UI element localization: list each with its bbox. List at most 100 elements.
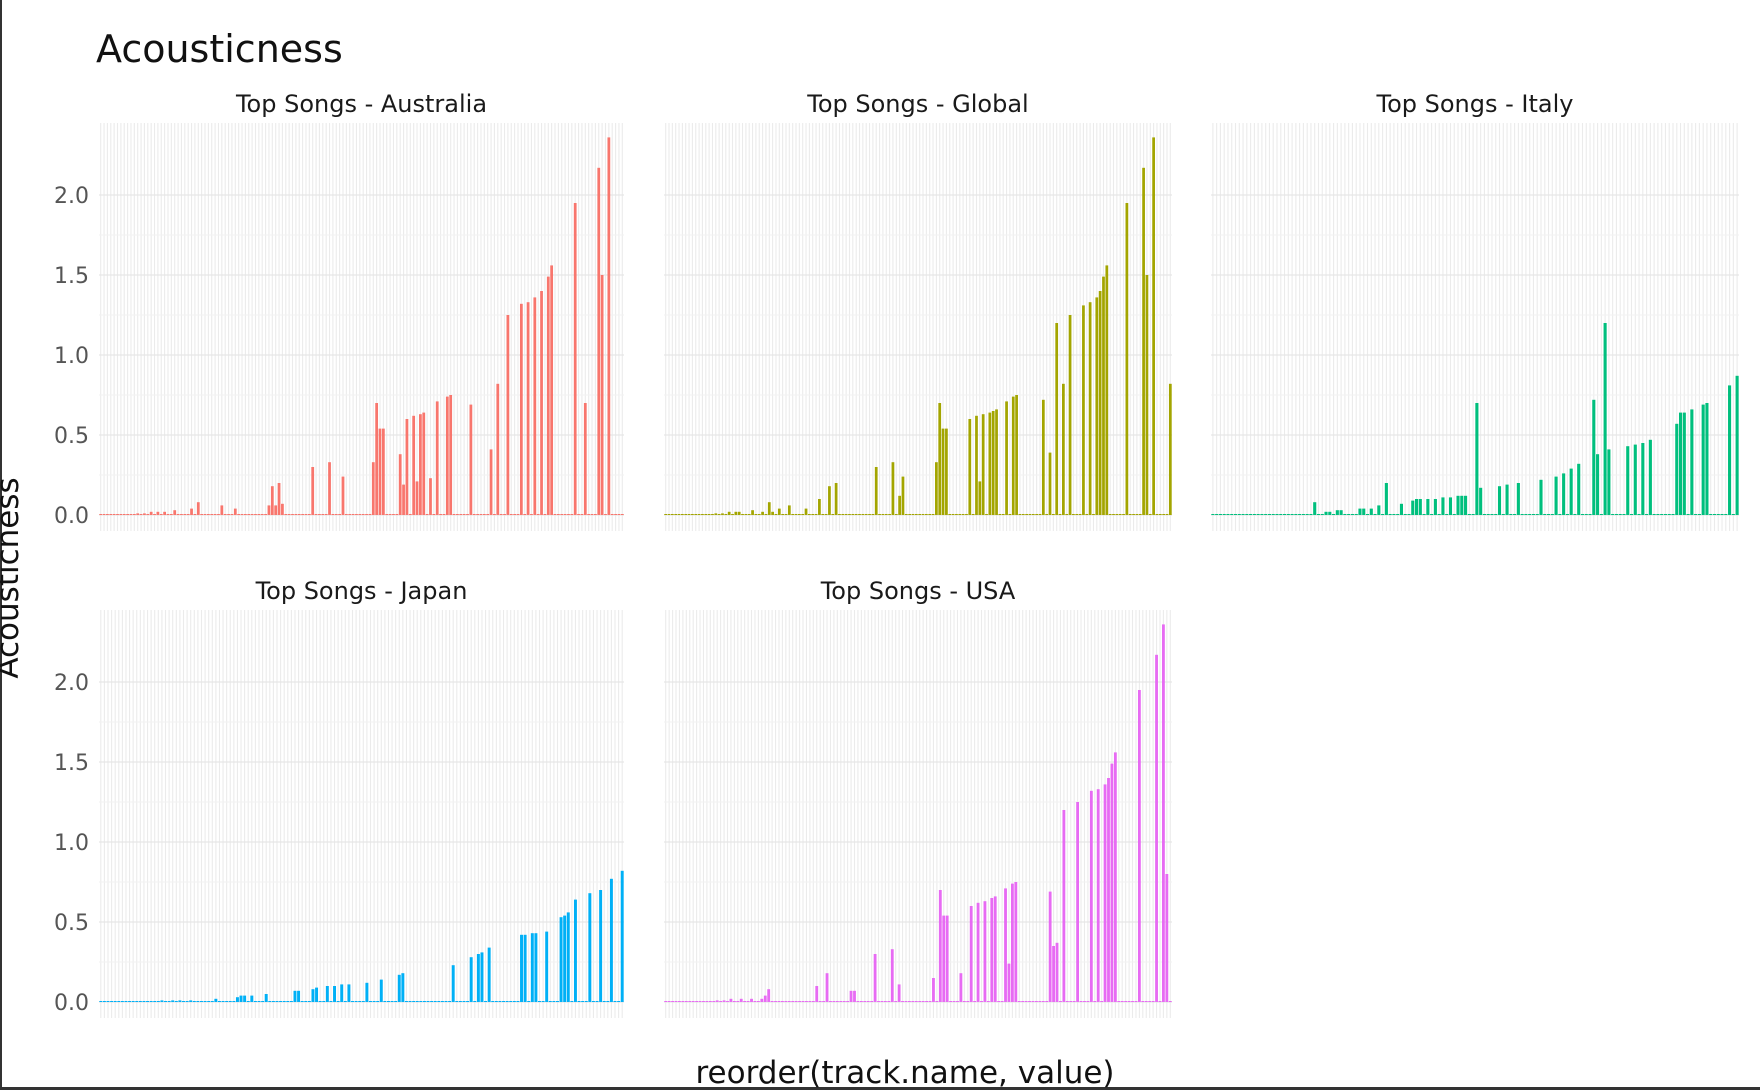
- bar: [821, 514, 825, 515]
- bar: [1082, 305, 1085, 515]
- bar: [117, 1001, 121, 1002]
- bar: [566, 912, 570, 1002]
- bar: [270, 486, 274, 515]
- bar: [1294, 514, 1298, 515]
- bar: [1448, 497, 1453, 515]
- bar: [678, 1001, 681, 1002]
- bar: [559, 917, 563, 1002]
- bar: [1678, 412, 1683, 515]
- bar: [674, 1001, 678, 1002]
- bar: [868, 514, 871, 515]
- bar: [969, 906, 973, 1002]
- bar: [1062, 383, 1065, 515]
- bar: [1085, 514, 1089, 515]
- bar: [1018, 514, 1022, 515]
- bar: [1377, 505, 1381, 515]
- bar: [1015, 395, 1018, 515]
- bar: [973, 1001, 977, 1002]
- bar: [456, 514, 459, 515]
- bar: [439, 514, 442, 515]
- bar: [131, 1001, 135, 1002]
- bar: [859, 1001, 863, 1002]
- bar: [371, 462, 375, 515]
- bar: [731, 514, 734, 515]
- bar: [609, 878, 613, 1002]
- bar: [304, 1001, 308, 1002]
- bar: [924, 514, 928, 515]
- bar: [1430, 514, 1434, 515]
- bar: [864, 514, 868, 515]
- bar: [1731, 514, 1735, 515]
- bar: [160, 1000, 164, 1002]
- bar: [952, 1001, 956, 1002]
- bar: [217, 1001, 221, 1002]
- bar: [448, 1001, 452, 1002]
- bar: [841, 514, 845, 515]
- bar: [570, 1001, 574, 1002]
- bar: [701, 514, 704, 515]
- bar: [911, 514, 915, 515]
- bar: [404, 1001, 408, 1002]
- bar: [203, 1001, 207, 1002]
- bar: [828, 486, 831, 515]
- bar: [432, 514, 436, 515]
- bar: [533, 297, 537, 515]
- facet-title: Top Songs - USA: [820, 577, 1016, 605]
- bar: [153, 1001, 157, 1002]
- bar: [904, 514, 908, 515]
- bar: [394, 1001, 398, 1002]
- bar: [506, 315, 510, 515]
- bar: [1663, 514, 1668, 515]
- bar: [254, 514, 257, 515]
- bar: [1354, 514, 1358, 515]
- bar: [1035, 1001, 1038, 1002]
- bar: [1697, 514, 1701, 515]
- y-tick-label: 0.5: [54, 424, 89, 449]
- bar: [415, 1001, 419, 1002]
- bar: [914, 1001, 918, 1002]
- bar: [415, 481, 419, 515]
- bar: [873, 954, 877, 1002]
- bar: [311, 467, 315, 515]
- bar: [385, 514, 389, 515]
- bar: [1324, 511, 1328, 515]
- bar: [232, 1001, 236, 1002]
- bar: [250, 514, 254, 515]
- bar: [291, 514, 294, 515]
- bar: [452, 514, 456, 515]
- bar: [962, 1001, 966, 1002]
- bar: [99, 514, 103, 515]
- bar: [1452, 514, 1456, 515]
- bar: [530, 933, 534, 1002]
- bar: [122, 514, 126, 515]
- bar: [1127, 1001, 1131, 1002]
- bar: [289, 1001, 293, 1002]
- bar: [261, 1001, 265, 1002]
- bar: [333, 986, 337, 1002]
- bar: [774, 1001, 777, 1002]
- bar: [667, 514, 671, 515]
- bar: [901, 476, 905, 515]
- bar: [365, 982, 369, 1002]
- bars: [99, 137, 624, 516]
- bar: [804, 508, 808, 515]
- bar: [877, 1001, 880, 1002]
- bar: [493, 514, 496, 515]
- bar: [354, 1001, 358, 1002]
- bar: [284, 514, 288, 515]
- bar: [392, 514, 395, 515]
- bar: [1554, 476, 1558, 515]
- bar: [1072, 514, 1075, 515]
- bar: [435, 401, 439, 515]
- bar: [1362, 508, 1366, 515]
- bar: [1052, 946, 1055, 1002]
- bar: [149, 1001, 153, 1002]
- bar: [1078, 514, 1082, 515]
- bar: [1505, 484, 1509, 515]
- bar: [1158, 514, 1162, 515]
- bar: [1092, 514, 1095, 515]
- bar: [737, 511, 741, 515]
- bar: [921, 1001, 925, 1002]
- bar: [1110, 763, 1114, 1002]
